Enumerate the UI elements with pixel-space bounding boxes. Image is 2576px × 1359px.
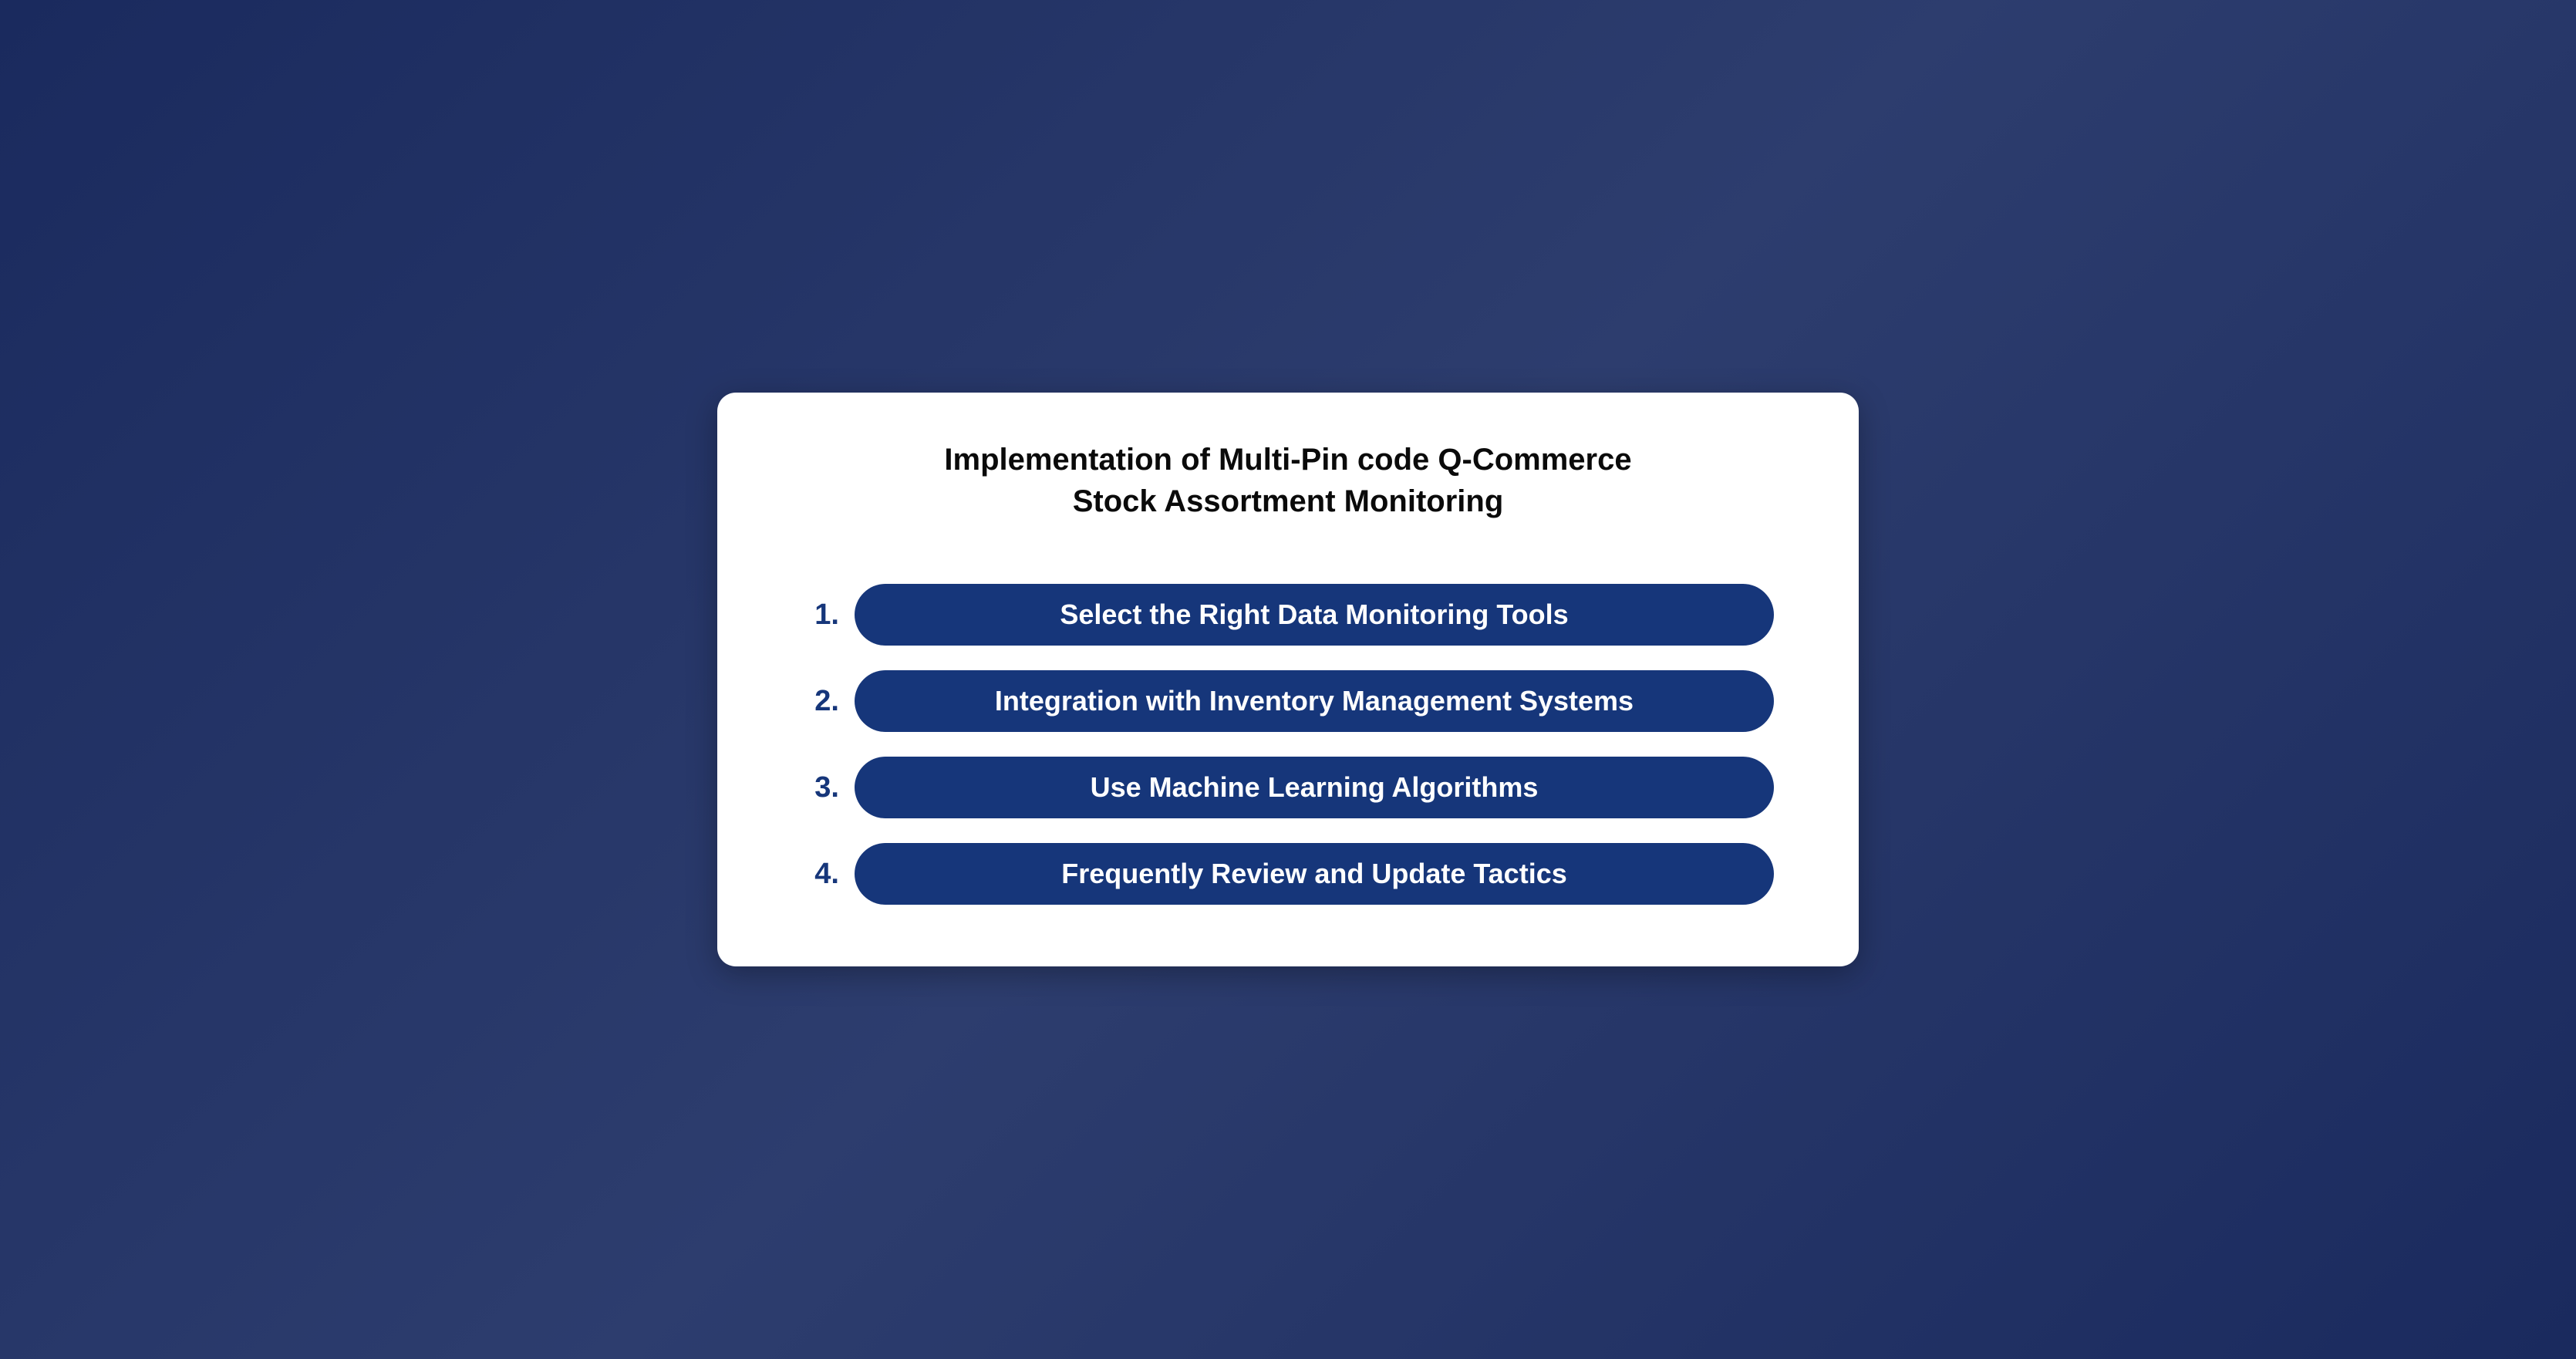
list-pill: Frequently Review and Update Tactics	[855, 843, 1774, 905]
list-label: Select the Right Data Monitoring Tools	[1060, 599, 1568, 631]
list-pill: Select the Right Data Monitoring Tools	[855, 584, 1774, 646]
list-pill: Integration with Inventory Management Sy…	[855, 670, 1774, 732]
list-label: Use Machine Learning Algorithms	[1091, 771, 1539, 804]
list-number: 4.	[802, 858, 839, 891]
list-pill: Use Machine Learning Algorithms	[855, 757, 1774, 818]
list-item: 4. Frequently Review and Update Tactics	[802, 843, 1774, 905]
list-label: Integration with Inventory Management Sy…	[995, 685, 1634, 717]
list-item: 3. Use Machine Learning Algorithms	[802, 757, 1774, 818]
list-number: 2.	[802, 685, 839, 718]
list-label: Frequently Review and Update Tactics	[1061, 858, 1567, 890]
list-item: 2. Integration with Inventory Management…	[802, 670, 1774, 732]
list-item: 1. Select the Right Data Monitoring Tool…	[802, 584, 1774, 646]
steps-list: 1. Select the Right Data Monitoring Tool…	[771, 584, 1805, 905]
card-title: Implementation of Multi-Pin code Q-Comme…	[771, 439, 1805, 522]
list-number: 3.	[802, 771, 839, 804]
list-number: 1.	[802, 599, 839, 632]
info-card: Implementation of Multi-Pin code Q-Comme…	[717, 393, 1859, 966]
